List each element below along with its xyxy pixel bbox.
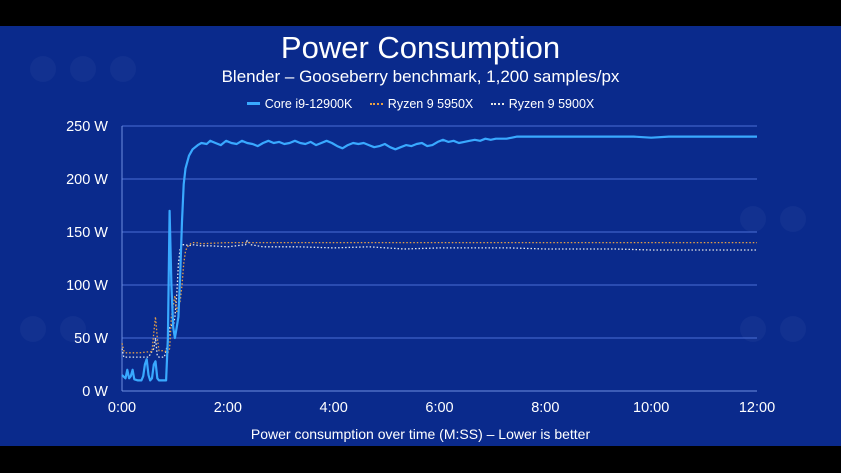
- legend-label: Core i9-12900K: [264, 96, 353, 111]
- y-tick-label: 150 W: [66, 225, 108, 241]
- y-tick-label: 250 W: [66, 119, 108, 135]
- chart-title: Power Consumption: [280, 30, 561, 65]
- x-tick-label: 4:00: [320, 400, 348, 416]
- x-tick-label: 2:00: [214, 400, 242, 416]
- chart-legend: Core i9-12900K Ryzen 9 5950X Ryzen 9 590…: [0, 94, 841, 111]
- slide: Power Consumption Blender – Gooseberry b…: [0, 26, 841, 446]
- legend-swatch-dotted: [369, 103, 383, 105]
- y-tick-label: 0 W: [82, 384, 108, 400]
- legend-label: Ryzen 9 5900X: [508, 97, 595, 111]
- y-tick-label: 200 W: [66, 172, 108, 188]
- legend-swatch-dotted: [490, 103, 504, 105]
- y-tick-label: 50 W: [74, 331, 108, 347]
- legend-swatch-solid: [246, 102, 260, 105]
- x-axis-label: Power consumption over time (M:SS) – Low…: [250, 426, 591, 442]
- series-line-ryzen-9-5900x: [121, 239, 757, 358]
- series-line-core-i9-12900k: [121, 135, 757, 382]
- y-tick-label: 100 W: [66, 278, 108, 294]
- legend-label: Ryzen 9 5950X: [387, 97, 474, 111]
- series-line-ryzen-9-5950x: [121, 241, 757, 354]
- x-tick-label: 6:00: [425, 400, 453, 416]
- legend-item-ryzen-9-5950x: Ryzen 9 5950X: [369, 97, 474, 111]
- x-tick-label: 0:00: [108, 400, 136, 416]
- x-tick-label: 12:00: [739, 400, 775, 416]
- legend-item-ryzen-9-5900x: Ryzen 9 5900X: [490, 97, 595, 111]
- legend-item-core-i9-12900k: Core i9-12900K: [246, 96, 353, 111]
- chart-subtitle: Blender – Gooseberry benchmark, 1,200 sa…: [221, 67, 620, 86]
- chart-plot: 0 W 50 W 100 W 150 W 200 W 250 W 0:00 2:00 4:00 6…: [66, 119, 775, 416]
- x-tick-label: 8:00: [531, 400, 559, 416]
- x-tick-label: 10:00: [633, 400, 669, 416]
